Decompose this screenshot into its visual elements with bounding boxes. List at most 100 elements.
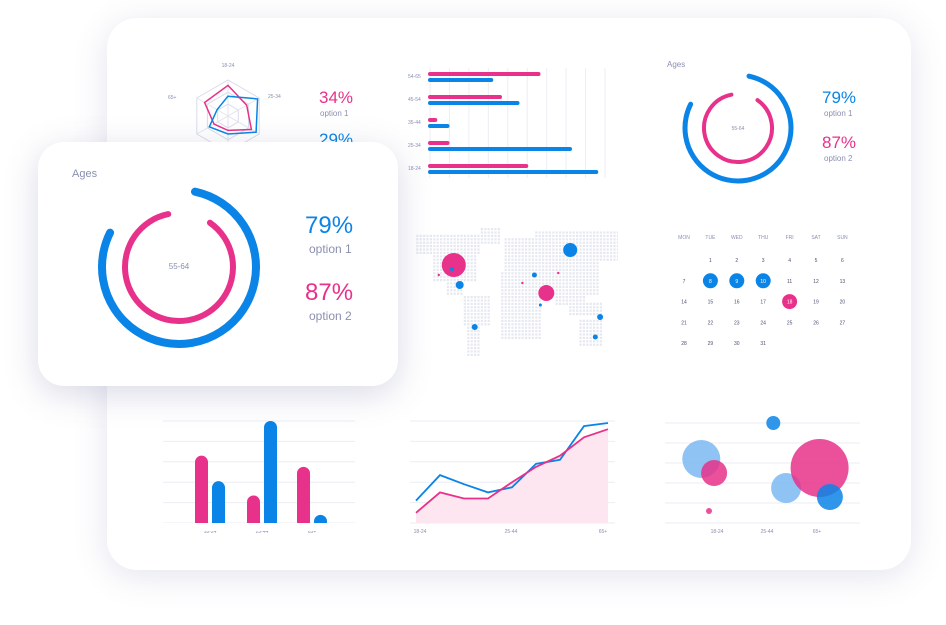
map-land-dot [487,231,490,234]
map-land-dot [528,268,531,271]
map-land-dot [593,275,596,278]
map-land-dot [497,234,500,237]
map-land-dot [525,245,528,248]
map-land-dot [538,326,541,329]
map-land-dot [450,285,453,288]
map-land-dot [470,316,473,319]
map-land-dot [436,279,439,282]
map-land-dot [603,234,606,237]
map-land-dot [487,306,490,309]
map-land-dot [474,330,477,333]
map-land-dot [586,279,589,282]
map-land-dot [436,275,439,278]
map-land-dot [443,248,446,251]
map-land-dot [569,302,572,305]
map-land-dot [463,306,466,309]
map-land-dot [511,299,514,302]
map-land-dot [460,251,463,254]
calendar-day: 7 [683,279,686,285]
map-land-dot [463,238,466,241]
map-land-dot [457,251,460,254]
map-land-dot [521,245,524,248]
map-land-dot [508,245,511,248]
line-area-fill [416,429,608,523]
map-land-dot [423,238,426,241]
map-land-dot [528,299,531,302]
map-land-dot [491,234,494,237]
map-land-dot [545,245,548,248]
map-land-dot [501,313,504,316]
map-land-dot [535,289,538,292]
map-land-dot [596,258,599,261]
map-land-dot [521,309,524,312]
map-land-dot [542,231,545,234]
calendar-day: 8 [709,279,712,285]
map-land-dot [508,313,511,316]
map-land-dot [511,316,514,319]
map-land-dot [559,285,562,288]
map-land-dot [521,326,524,329]
map-land-dot [535,272,538,275]
map-land-dot [419,241,422,244]
map-land-dot [559,289,562,292]
map-land-dot [579,292,582,295]
map-land-dot [480,231,483,234]
map-land-dot [552,255,555,258]
vbar-category-label: 65+ [308,529,317,535]
map-land-dot [521,251,524,254]
map-land-dot [596,309,599,312]
map-land-dot [514,238,517,241]
map-land-dot [467,306,470,309]
map-land-dot [528,258,531,261]
bubble-point [706,508,712,514]
map-land-dot [582,241,585,244]
map-land-dot [525,319,528,322]
map-land-dot [467,353,470,356]
map-land-dot [521,279,524,282]
map-land-dot [538,285,541,288]
map-land-dot [525,313,528,316]
radar-grid-0 [196,79,260,148]
map-land-dot [467,275,470,278]
map-land-dot [477,336,480,339]
world-map-chart [416,228,618,356]
map-land-dot [562,238,565,241]
map-land-dot [433,248,436,251]
map-land-dot [443,234,446,237]
map-land-dot [559,275,562,278]
map-land-dot [470,319,473,322]
map-land-dot [440,248,443,251]
map-land-dot [579,272,582,275]
map-land-dot [501,289,504,292]
map-land-dot [525,323,528,326]
map-land-dot [613,251,616,254]
map-land-dot [508,248,511,251]
map-land-dot [576,302,579,305]
calendar-day: 14 [681,300,687,306]
map-land-dot [589,265,592,268]
radar-chart: 18-24 25-34 65+ [168,63,281,148]
map-land-dot [572,234,575,237]
map-land-dot [582,340,585,343]
map-land-dot [470,241,473,244]
map-land-dot [542,275,545,278]
map-land-dot [525,316,528,319]
map-land-dot [477,306,480,309]
map-land-dot [508,255,511,258]
map-land-dot [470,330,473,333]
map-land-dot [457,245,460,248]
map-land-dot [484,313,487,316]
map-land-dot [572,282,575,285]
hbar-category-label: 25-34 [408,143,421,149]
map-land-dot [477,313,480,316]
map-land-dot [528,309,531,312]
map-land-dot [521,330,524,333]
map-land-dot [565,241,568,244]
map-land-dot [613,231,616,234]
map-land-dot [474,238,477,241]
map-land-dot [514,292,517,295]
map-land-dot [504,330,507,333]
map-land-dot [518,238,521,241]
radar-stat-1-label: option 1 [320,109,349,118]
map-land-dot [514,309,517,312]
